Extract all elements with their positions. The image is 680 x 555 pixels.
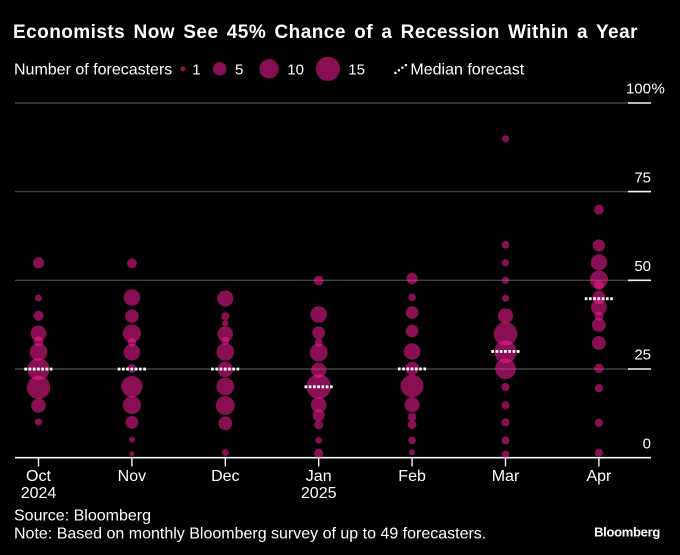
svg-text:10: 10 (287, 62, 304, 79)
svg-text:50: 50 (634, 258, 651, 275)
svg-text:Economists Now See 45% Chance: Economists Now See 45% Chance of a Reces… (13, 22, 638, 43)
svg-text:5: 5 (235, 62, 243, 79)
svg-text:Mar: Mar (492, 468, 520, 485)
svg-text:1: 1 (192, 62, 200, 79)
svg-text:Feb: Feb (398, 468, 426, 485)
svg-text:Dec: Dec (211, 468, 239, 485)
svg-text:0: 0 (643, 435, 651, 452)
svg-text:25: 25 (634, 347, 651, 364)
svg-text:75: 75 (634, 169, 651, 186)
svg-text:Median forecast: Median forecast (410, 62, 524, 79)
svg-text:Apr: Apr (586, 468, 612, 485)
svg-text:Nov: Nov (118, 468, 146, 485)
svg-text:Bloomberg: Bloomberg (594, 525, 660, 540)
svg-text:%: % (652, 81, 665, 98)
svg-text:Number of forecasters: Number of forecasters (14, 62, 172, 79)
svg-text:15: 15 (348, 62, 365, 79)
svg-text:2024: 2024 (21, 485, 57, 502)
svg-text:Note: Based on monthly Bloombe: Note: Based on monthly Bloomberg survey … (14, 526, 486, 543)
svg-text:Jan: Jan (306, 468, 332, 485)
svg-text:Oct: Oct (26, 468, 51, 485)
svg-text:Source: Bloomberg: Source: Bloomberg (14, 508, 151, 525)
svg-text:2025: 2025 (301, 485, 337, 502)
svg-text:100: 100 (626, 81, 651, 98)
